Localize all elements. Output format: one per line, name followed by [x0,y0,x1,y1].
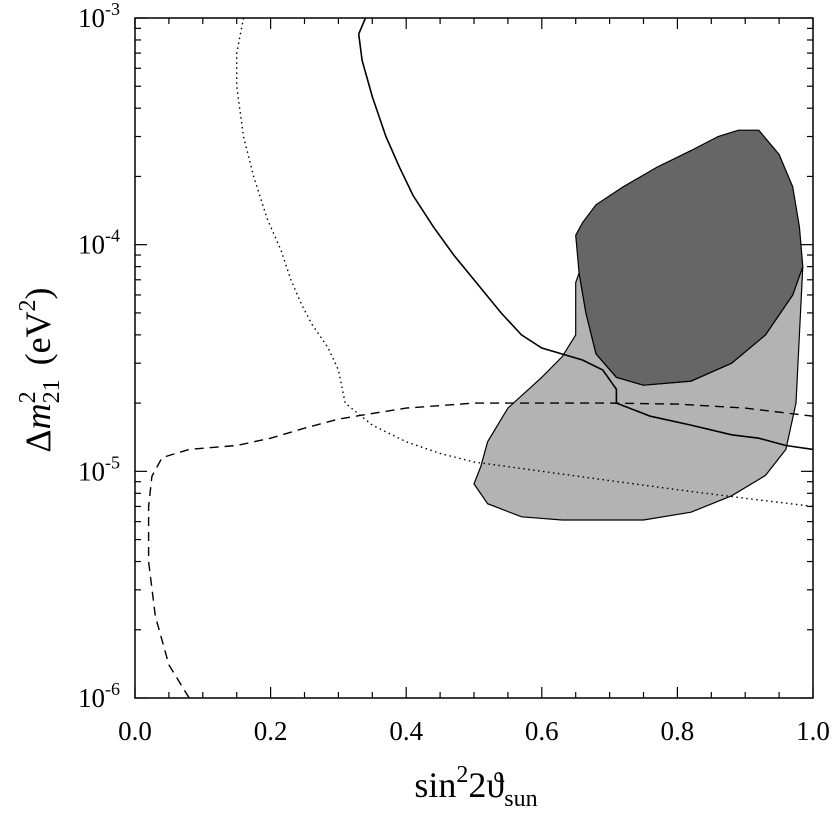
axis-ticks [134,17,814,699]
y-tick-label-base: 10 [78,456,105,486]
y-tick-label: 10-4 [78,226,120,260]
y-axis-title: Δm221(eV2) [15,287,65,452]
x-axis-title: sin22ϑsun [414,762,537,812]
y-axis-title-unit-sup: 2 [15,299,41,311]
y-axis-title-unit-end: ) [18,287,58,299]
dashed-contour [147,402,814,699]
solid-contour [357,17,814,451]
y-tick-label: 10-5 [78,452,120,486]
dotted-contour [236,17,814,508]
x-tick-label: 0.6 [525,716,559,746]
y-tick-label-base: 10 [78,230,105,260]
x-tick-label: 0.4 [389,716,423,746]
y-axis-title-prefix: Δ [18,429,58,452]
y-tick-label-base: 10 [78,3,105,33]
y-tick-label-exponent: -3 [105,0,120,19]
y-tick-label-exponent: -5 [105,452,120,472]
y-tick-label-exponent: -6 [105,679,120,699]
x-tick-label: 0.0 [118,716,152,746]
y-axis-title-sub: 21 [39,379,65,403]
y-axis-title-unit: (eV [18,311,58,365]
y-tick-label-base: 10 [78,683,105,713]
x-tick-label: 0.8 [661,716,695,746]
x-axis-title-base: sin [414,765,456,805]
allowed-region-2 [575,129,804,386]
x-axis-title-sup: 2 [456,762,468,788]
tick-labels: 0.0 0.2 0.4 0.6 0.8 1.010-610-510-410-3 [78,0,830,746]
y-tick-label: 10-3 [78,0,120,33]
x-axis-title-mid: 2ϑ [468,765,504,805]
x-axis-title-sub: sun [504,786,537,812]
y-axis-title-sup: 2 [15,391,41,403]
y-axis-title-var: m [18,403,58,429]
plot-area [473,129,804,521]
x-tick-label: 0.2 [254,716,288,746]
y-tick-label-exponent: -4 [105,226,120,246]
curves [147,17,814,699]
y-tick-label: 10-6 [78,679,120,713]
x-tick-label: 1.0 [796,716,830,746]
